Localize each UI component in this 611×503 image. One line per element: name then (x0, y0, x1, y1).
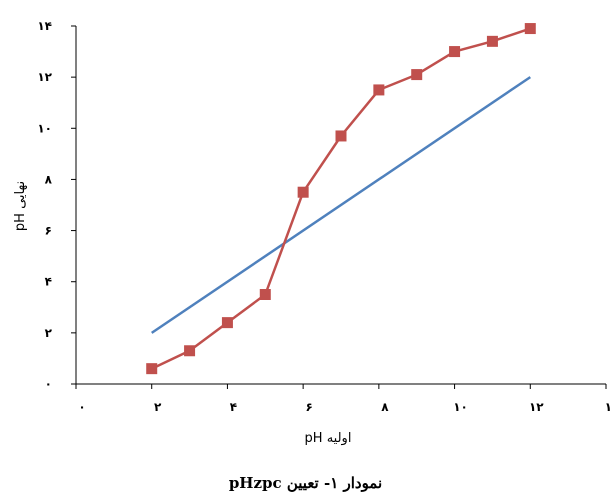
series-2-point (297, 186, 309, 198)
y-tick-label: ۱۲ (37, 70, 52, 84)
series-1-line (151, 76, 531, 334)
series-2-point (259, 289, 271, 300)
y-axis-label: pH نهایی (13, 181, 28, 231)
y-tick-label: ۶ (45, 224, 52, 238)
y-tick-label: ۰ (45, 377, 52, 391)
y-tick-label: ۸ (45, 172, 53, 186)
series-layer (146, 23, 536, 375)
series-2-point (221, 317, 233, 329)
series-2-point (449, 46, 461, 58)
series-2-line (151, 27, 531, 370)
x-tick-label: ۱۰ (453, 400, 468, 414)
series-2-point (146, 363, 158, 375)
series-2-point (335, 130, 347, 142)
chart: ۰ ۲ ۴ ۶ ۸ ۱۰ ۱۲ ۱۴ ۰ ۲ ۴ ۶ ۸ ۱۰ ۱۲ ۱۴ pH اولیه pH نهای… (13, 19, 611, 446)
x-tick-label: ۴ (230, 400, 237, 414)
series-2-point (184, 345, 196, 357)
axes (71, 25, 607, 389)
series-2-point (411, 69, 423, 81)
y-tick-label: ۲ (45, 326, 53, 340)
x-tick-label: ۱۲ (529, 400, 544, 414)
series-2-point (524, 23, 536, 35)
y-tick-labels: ۰ ۲ ۴ ۶ ۸ ۱۰ ۱۲ ۱۴ (37, 19, 52, 391)
x-tick-label: ۰ (78, 400, 85, 414)
series-2-point (373, 84, 385, 96)
x-tick-label: ۸ (381, 400, 389, 414)
y-tick-label: ۱۴ (37, 19, 52, 33)
y-tick-label: ۱۰ (37, 121, 52, 135)
x-tick-labels: ۰ ۲ ۴ ۶ ۸ ۱۰ ۱۲ ۱۴ (78, 400, 611, 414)
y-tick-label: ۴ (45, 275, 52, 289)
x-tick-label: ۱۴ (605, 400, 611, 414)
x-axis-label: pH اولیه (305, 431, 352, 446)
figure-caption: نمودار ۱- تعیین pHzpc (228, 474, 383, 492)
x-tick-label: ۲ (154, 400, 162, 414)
x-tick-label: ۶ (305, 400, 312, 414)
series-2-point (486, 35, 498, 47)
